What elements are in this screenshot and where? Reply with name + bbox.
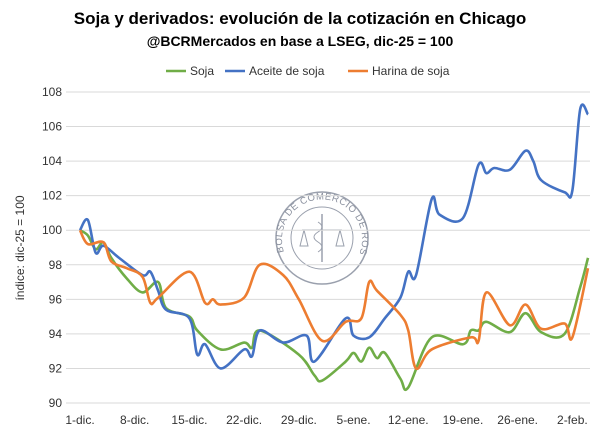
legend-label: Soja xyxy=(190,64,214,78)
y-tick-label: 100 xyxy=(42,223,62,237)
legend-label: Aceite de soja xyxy=(249,64,325,78)
legend-item: Harina de soja xyxy=(348,64,450,78)
y-tick-label: 90 xyxy=(49,396,63,410)
series-line-aceite-de-soja xyxy=(78,103,590,370)
x-tick-label: 19-ene. xyxy=(443,413,484,427)
x-tick-label: 29-dic. xyxy=(281,413,317,427)
y-tick-label: 108 xyxy=(42,85,62,99)
x-tick-label: 12-ene. xyxy=(388,413,429,427)
x-tick-label: 8-dic. xyxy=(120,413,149,427)
y-tick-label: 92 xyxy=(49,361,63,375)
x-tick-label: 5-ene. xyxy=(337,413,371,427)
y-axis-label: índice: dic-25 = 100 xyxy=(13,195,27,300)
chart-subtitle: @BCRMercados en base a LSEG, dic-25 = 10… xyxy=(147,33,454,49)
y-tick-label: 96 xyxy=(49,292,63,306)
y-tick-label: 94 xyxy=(49,327,63,341)
chart-title: Soja y derivados: evolución de la cotiza… xyxy=(74,9,527,28)
legend-item: Soja xyxy=(166,64,214,78)
y-tick-label: 98 xyxy=(49,258,63,272)
y-tick-label: 106 xyxy=(42,120,62,134)
legend-item: Aceite de soja xyxy=(225,64,325,78)
x-tick-label: 1-dic. xyxy=(65,413,94,427)
x-tick-label: 15-dic. xyxy=(171,413,207,427)
series-line-harina-de-soja xyxy=(78,229,590,371)
y-tick-label: 104 xyxy=(42,154,62,168)
x-tick-label: 26-ene. xyxy=(497,413,538,427)
y-tick-label: 102 xyxy=(42,189,62,203)
x-tick-label: 2-feb. xyxy=(557,413,588,427)
series-line-soja xyxy=(79,229,590,392)
x-tick-label: 22-dic. xyxy=(226,413,262,427)
legend-label: Harina de soja xyxy=(372,64,450,78)
